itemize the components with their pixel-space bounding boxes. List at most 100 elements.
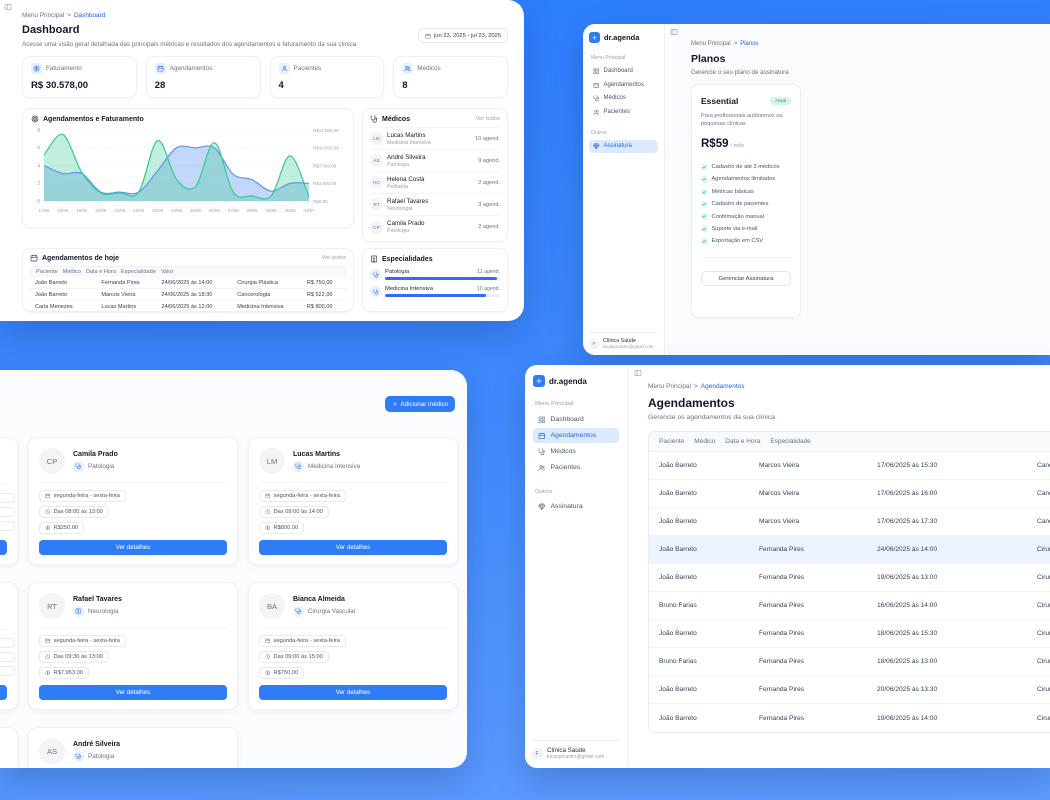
calendar-icon (30, 254, 38, 262)
especialidade-name: Patologia (385, 269, 410, 275)
sidebar-item[interactable]: Assinatura (533, 500, 619, 515)
cell-data-hora: 24/06/2025 às 14:00 (161, 279, 213, 286)
sidebar-item-icon (593, 68, 600, 75)
ver-detalhes-button[interactable]: Ver detalhes (259, 685, 447, 700)
table-row[interactable]: Bruno Farias Fernanda Pires 18/06/2025 à… (649, 648, 1050, 676)
dollar-icon (265, 670, 271, 676)
ver-todos-link[interactable]: Ver todos (475, 116, 501, 122)
sidebar-item[interactable]: Dashboard (589, 65, 658, 78)
breadcrumb-root[interactable]: Menu Principal (691, 41, 731, 47)
medicos-window: Adicionar médico CP (0, 370, 467, 768)
table-row[interactable]: Bruno Farias Fernanda Pires 16/06/2025 à… (649, 592, 1050, 620)
sidebar-section-label: Outros (535, 488, 553, 495)
page-subtitle: Gerencie os agendamentos da sua clínica (648, 414, 775, 421)
sidebar-menu: Dashboard Agendamentos Médicos P (533, 412, 619, 475)
breadcrumb-current[interactable]: Agendamentos (700, 383, 745, 390)
plan-price: R$59 (701, 137, 729, 150)
ver-detalhes-button[interactable]: Ver detalhes (39, 540, 227, 555)
svg-text:23/06: 23/06 (152, 208, 164, 213)
divider (701, 256, 791, 258)
medico-list-item[interactable]: HC Helena Costa Pediatria 2 agend. (370, 172, 500, 194)
ver-detalhes-button[interactable]: Ver detalhes (259, 540, 447, 555)
table-row[interactable]: João Barreto Fernanda Pires 18/06/2025 à… (649, 620, 1050, 648)
avatar: BA (259, 593, 285, 619)
medico-list-item[interactable]: RT Rafael Tavares Neurologia 3 agend. (370, 194, 500, 216)
add-medico-button[interactable]: Adicionar médico (384, 396, 455, 412)
medico-list-item[interactable]: LM Lucas Martins Medicina Intensiva 10 a… (370, 128, 500, 150)
avatar: LM (370, 132, 383, 145)
medico-list-item[interactable]: AS André Silveira Patologia 9 agend. (370, 150, 500, 172)
sidebar-item[interactable]: Assinatura (589, 140, 658, 153)
sidebar-toggle-icon[interactable] (4, 3, 12, 11)
avatar: AS (39, 738, 65, 764)
hospital-icon (370, 255, 378, 263)
table-row[interactable]: João Barreto Fernanda Pires 24/06/2025 à… (30, 277, 346, 289)
plan-feature: Métricas básicas (701, 186, 791, 198)
metric-card: Pacientes 4 (269, 56, 385, 98)
table-row[interactable]: Carla Menezes Lucas Martins 24/06/2025 à… (30, 301, 346, 313)
sidebar-item[interactable]: Médicos (589, 92, 658, 105)
plan-feature: Cadastro de até 3 médicos (701, 161, 791, 173)
cell-medico: Marcos Vieira (759, 490, 800, 497)
breadcrumb-root[interactable]: Menu Principal (22, 12, 65, 19)
divider (259, 627, 447, 628)
chart-card: Agendamentos e Faturamento 0 2 4 6 8 R$0,00 R$… (22, 108, 354, 228)
cell-data-hora: 17/06/2025 às 15:30 (877, 462, 938, 469)
svg-text:4: 4 (37, 163, 40, 169)
breadcrumb-current[interactable]: Dashboard (74, 12, 106, 19)
sidebar-item[interactable]: Pacientes (533, 460, 619, 475)
sidebar-item[interactable]: Médicos (533, 444, 619, 459)
table-row[interactable]: João Barreto Fernanda Pires 24/06/2025 à… (649, 536, 1050, 564)
pill-partial (0, 638, 15, 648)
price-pill: R$7.953,00 (39, 667, 89, 679)
sidebar-toggle-icon[interactable] (670, 28, 678, 36)
ver-detalhes-button-partial[interactable] (0, 685, 7, 700)
table-row[interactable]: João Barreto Fernanda Pires 19/06/2025 à… (649, 704, 1050, 732)
medico-list-item[interactable]: CP Camila Prado Patologia 2 agend. (370, 216, 500, 238)
column-header: Especialidade (770, 438, 811, 445)
table-body: João Barreto Fernanda Pires 24/06/2025 à… (30, 277, 346, 313)
price-label: R$250,00 (53, 525, 79, 531)
table-row[interactable]: João Barreto Marcos Vieira 24/06/2025 às… (30, 289, 346, 301)
sidebar-item[interactable]: Agendamentos (589, 79, 658, 92)
date-range-button[interactable]: jun 23, 2025 - jul 23, 2025 (417, 28, 508, 43)
sidebar-toggle-icon[interactable] (634, 369, 642, 377)
avatar: RT (370, 198, 383, 211)
sidebar-item-label: Pacientes (603, 108, 630, 115)
breadcrumb-root[interactable]: Menu Principal (648, 383, 691, 390)
ver-todos-link[interactable]: Ver todos (321, 255, 347, 261)
metric-value: 8 (402, 80, 408, 91)
cell-paciente: João Barreto (35, 279, 68, 286)
medico-specialty: Patologia (387, 161, 410, 168)
sidebar-item[interactable]: Pacientes (589, 106, 658, 119)
manage-subscription-button[interactable]: Gerenciar Assinatura (701, 271, 791, 287)
ver-detalhes-button-partial[interactable] (0, 540, 7, 555)
svg-text:01/07: 01/07 (304, 208, 316, 213)
table-row[interactable]: João Barreto Fernanda Pires 20/06/2025 à… (649, 676, 1050, 704)
dollar-icon (45, 670, 51, 676)
table-row[interactable]: João Barreto Marcos Vieira 17/06/2025 às… (649, 508, 1050, 536)
table-row[interactable]: João Barreto Marcos Vieira 17/06/2025 às… (649, 452, 1050, 480)
hours-label: Das 08:00 às 13:00 (53, 509, 103, 515)
breadcrumb: Menu Principal > Agendamentos (648, 383, 745, 390)
cell-especialidade: Cirurgia Plástica (1037, 658, 1050, 665)
table-row[interactable]: João Barreto Fernanda Pires 19/06/2025 à… (649, 564, 1050, 592)
svg-text:29/06: 29/06 (266, 208, 278, 213)
ver-detalhes-button[interactable]: Ver detalhes (39, 685, 227, 700)
cell-medico: Fernanda Pires (759, 658, 805, 665)
sidebar-item-label: Dashboard (550, 415, 584, 423)
svg-text:25/06: 25/06 (190, 208, 202, 213)
table-row[interactable]: João Barreto Marcos Vieira 17/06/2025 às… (649, 480, 1050, 508)
specialty-icon (73, 605, 84, 617)
sidebar-item-icon (538, 432, 546, 440)
clinic-name: Clínica Saúde (547, 747, 586, 754)
medico-count: 9 agend. (478, 157, 500, 164)
breadcrumb-current[interactable]: Planos (740, 41, 759, 47)
logo-text: dr.agenda (549, 376, 587, 386)
doctor-card: CP Camila Prado Patologia (28, 437, 238, 565)
sidebar-menu-other: Assinatura (533, 500, 619, 515)
sidebar-item[interactable]: Dashboard (533, 412, 619, 427)
check-icon (701, 176, 708, 183)
sidebar-item[interactable]: Agendamentos (533, 428, 619, 443)
cell-medico: Marcos Vieira (759, 518, 800, 525)
